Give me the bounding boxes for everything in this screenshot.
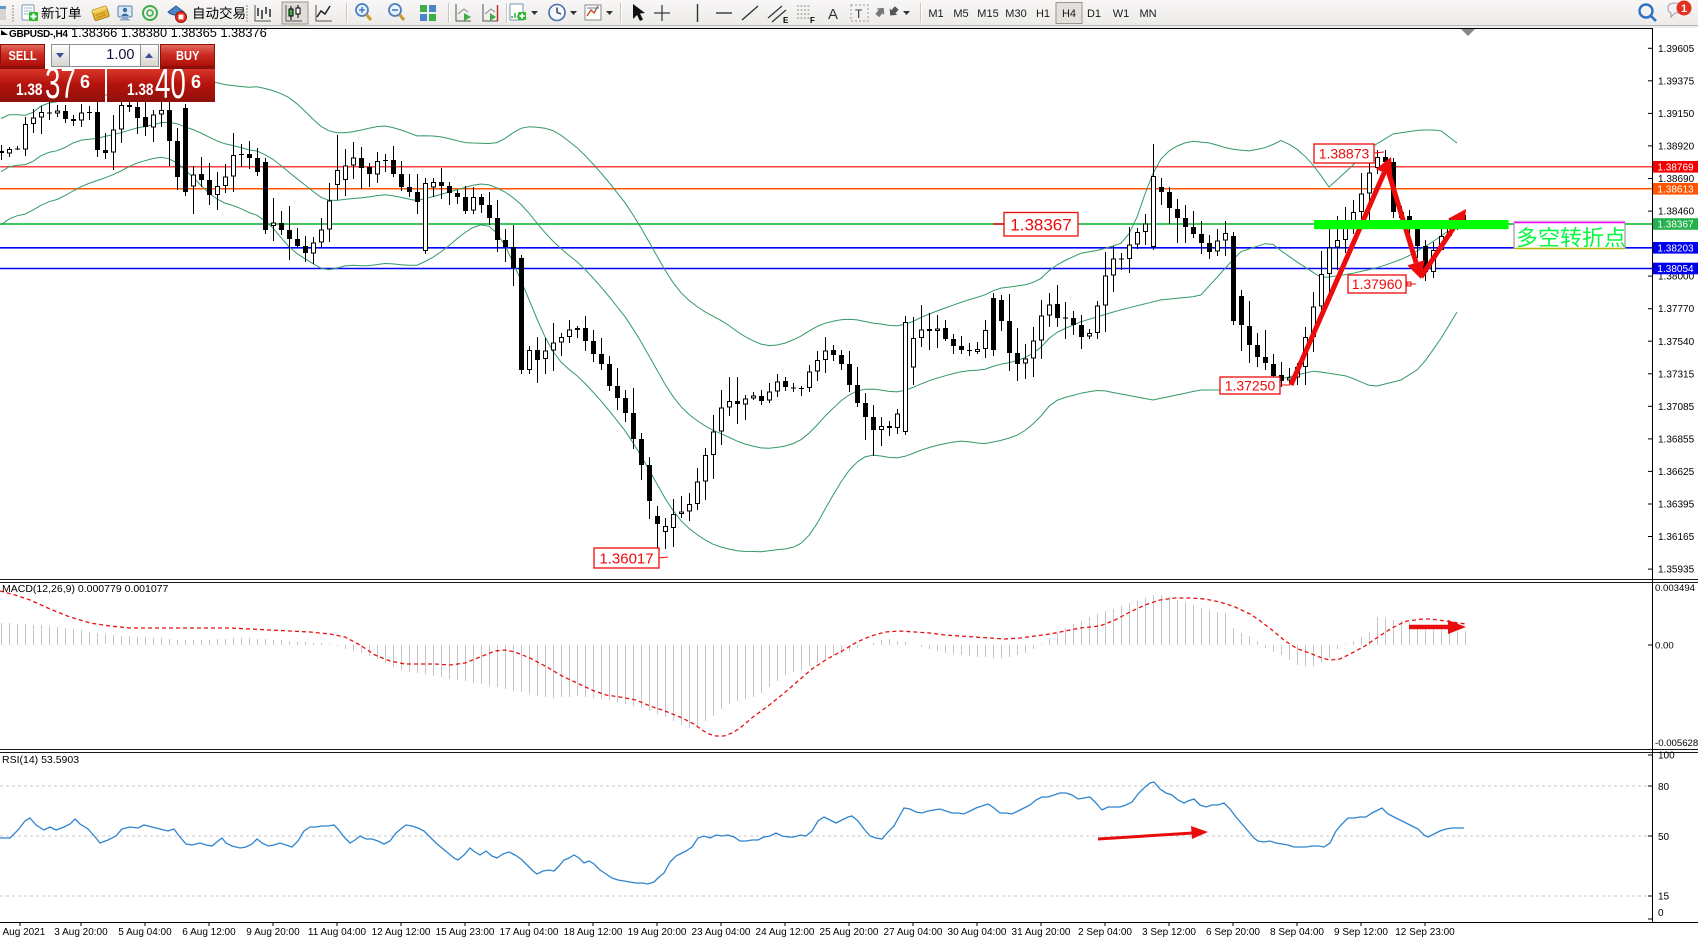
svg-text:1.37315: 1.37315 [1658, 369, 1695, 380]
svg-text:F: F [810, 16, 815, 25]
svg-text:19 Aug 20:00: 19 Aug 20:00 [628, 927, 687, 938]
svg-text:12 Sep 23:00: 12 Sep 23:00 [1395, 927, 1455, 938]
svg-text:1.37250: 1.37250 [1225, 378, 1276, 394]
svg-text:1.38460: 1.38460 [1658, 207, 1695, 218]
svg-text:15 Aug 23:00: 15 Aug 23:00 [436, 927, 495, 938]
svg-text:1.38769: 1.38769 [1657, 162, 1694, 173]
svg-text:27 Aug 04:00: 27 Aug 04:00 [884, 927, 943, 938]
svg-text:MACD(12,26,9) 0.000779 0.00107: MACD(12,26,9) 0.000779 0.001077 [2, 583, 169, 595]
svg-text:A: A [828, 6, 838, 23]
svg-text:1.37540: 1.37540 [1658, 337, 1695, 348]
svg-text:H4: H4 [1062, 8, 1076, 20]
svg-text:25 Aug 20:00: 25 Aug 20:00 [820, 927, 879, 938]
svg-text:24 Aug 12:00: 24 Aug 12:00 [756, 927, 815, 938]
svg-text:1.38367: 1.38367 [1657, 220, 1694, 231]
svg-text:1.39150: 1.39150 [1658, 109, 1695, 120]
svg-text:1.38367: 1.38367 [1010, 215, 1071, 234]
svg-text:1.36625: 1.36625 [1658, 467, 1695, 478]
svg-text:5 Aug 04:00: 5 Aug 04:00 [118, 927, 172, 938]
svg-text:1: 1 [1681, 3, 1687, 15]
svg-text:1.39375: 1.39375 [1658, 76, 1695, 87]
svg-text:12 Aug 12:00: 12 Aug 12:00 [372, 927, 431, 938]
svg-text:1.38690: 1.38690 [1658, 174, 1695, 185]
svg-text:1.36165: 1.36165 [1658, 532, 1695, 543]
svg-text:M30: M30 [1005, 8, 1026, 20]
svg-text:11 Aug 04:00: 11 Aug 04:00 [308, 927, 367, 938]
svg-text:9 Sep 12:00: 9 Sep 12:00 [1334, 927, 1388, 938]
svg-text:0.003494: 0.003494 [1655, 583, 1696, 594]
svg-text:1.38366 1.38380 1.38365 1.3837: 1.38366 1.38380 1.38365 1.38376 [71, 25, 267, 40]
svg-text:T: T [855, 7, 863, 21]
svg-text:17 Aug 04:00: 17 Aug 04:00 [500, 927, 559, 938]
svg-text:M5: M5 [953, 8, 968, 20]
svg-text:80: 80 [1658, 782, 1670, 793]
svg-text:GBPUSD-,H4: GBPUSD-,H4 [9, 29, 68, 40]
svg-text:0.00: 0.00 [1655, 641, 1674, 652]
svg-text:2 Aug 2021: 2 Aug 2021 [0, 927, 46, 938]
svg-text:23 Aug 04:00: 23 Aug 04:00 [692, 927, 751, 938]
svg-text:1.37770: 1.37770 [1658, 304, 1695, 315]
svg-text:E: E [783, 16, 789, 25]
svg-text:1.38613: 1.38613 [1657, 184, 1694, 195]
svg-text:1.38920: 1.38920 [1658, 141, 1695, 152]
svg-text:1.38873: 1.38873 [1319, 146, 1370, 162]
svg-text:H1: H1 [1036, 8, 1050, 20]
svg-text:18 Aug 12:00: 18 Aug 12:00 [564, 927, 623, 938]
svg-text:6 Sep 20:00: 6 Sep 20:00 [1206, 927, 1260, 938]
svg-text:MN: MN [1139, 8, 1156, 20]
svg-text:31 Aug 20:00: 31 Aug 20:00 [1012, 927, 1071, 938]
svg-text:1.38000: 1.38000 [1658, 272, 1695, 283]
svg-text:W1: W1 [1113, 8, 1130, 20]
svg-text:M1: M1 [928, 8, 943, 20]
svg-text:0: 0 [1658, 908, 1664, 919]
svg-text:100: 100 [1658, 751, 1675, 762]
svg-text:1.37085: 1.37085 [1658, 402, 1695, 413]
svg-text:D1: D1 [1087, 8, 1101, 20]
svg-text:6 Aug 12:00: 6 Aug 12:00 [182, 927, 236, 938]
svg-text:M15: M15 [977, 8, 998, 20]
svg-text:1.35935: 1.35935 [1658, 565, 1695, 576]
svg-text:1.36017: 1.36017 [599, 550, 653, 567]
svg-text:9 Aug 20:00: 9 Aug 20:00 [246, 927, 300, 938]
svg-text:8 Sep 04:00: 8 Sep 04:00 [1270, 927, 1324, 938]
svg-text:50: 50 [1658, 832, 1670, 843]
svg-text:1.36395: 1.36395 [1658, 500, 1695, 511]
svg-text:1.38054: 1.38054 [1657, 264, 1694, 275]
svg-text:1.39605: 1.39605 [1658, 44, 1695, 55]
svg-text:3 Sep 12:00: 3 Sep 12:00 [1142, 927, 1196, 938]
svg-text:15: 15 [1658, 892, 1670, 903]
svg-text:2 Sep 04:00: 2 Sep 04:00 [1078, 927, 1132, 938]
svg-text:30 Aug 04:00: 30 Aug 04:00 [948, 927, 1007, 938]
svg-text:1.37960: 1.37960 [1352, 276, 1403, 292]
svg-text:-0.005628: -0.005628 [1655, 738, 1698, 749]
svg-text:1.38203: 1.38203 [1657, 243, 1694, 254]
svg-text:3 Aug 20:00: 3 Aug 20:00 [54, 927, 108, 938]
svg-text:RSI(14) 53.5903: RSI(14) 53.5903 [2, 754, 79, 766]
svg-text:1.36855: 1.36855 [1658, 434, 1695, 445]
